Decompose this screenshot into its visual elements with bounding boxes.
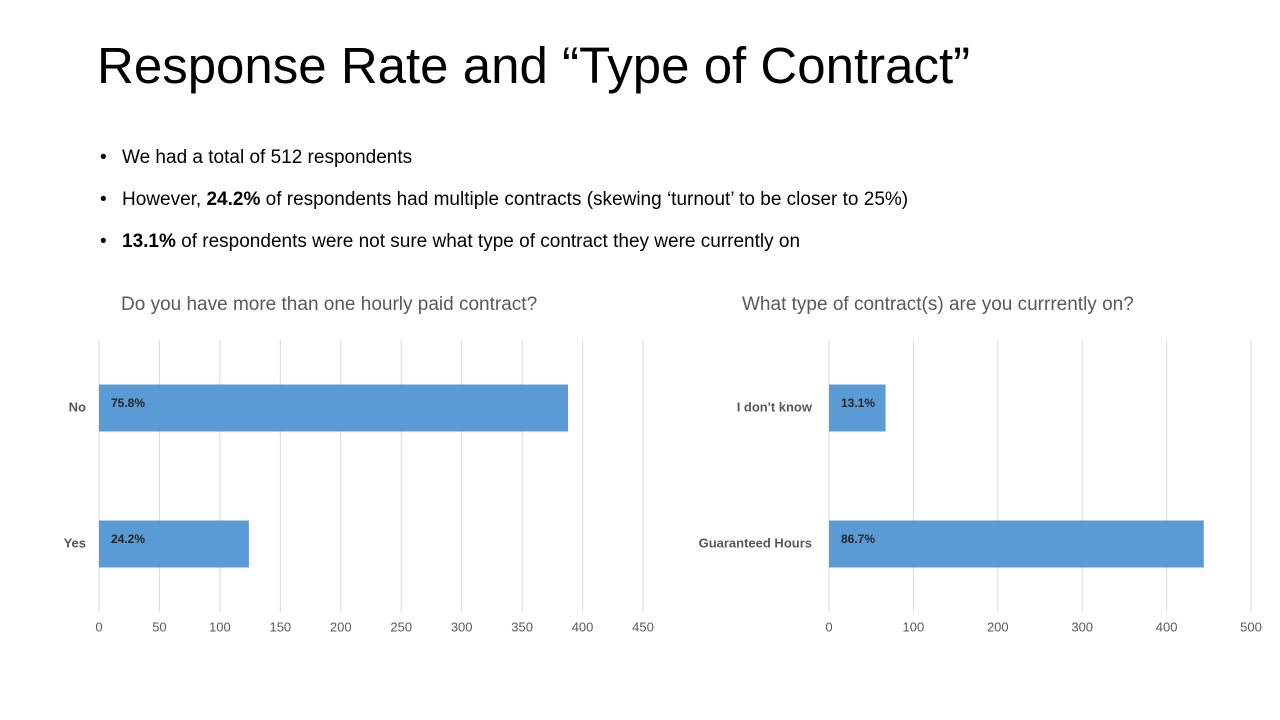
category-label: Guaranteed Hours	[699, 535, 812, 550]
bullet: 13.1% of respondents were not sure what …	[100, 228, 908, 270]
bullet-text: of respondents had multiple contracts (s…	[260, 189, 909, 210]
bullet-text: We had a total of 512 respondents	[122, 147, 413, 168]
bar	[829, 384, 886, 432]
value-label: 75.8%	[111, 396, 145, 410]
x-tick-label: 400	[572, 619, 594, 634]
chart-title: What type of contract(s) are you currren…	[742, 294, 1134, 315]
x-tick-label: 0	[825, 619, 832, 634]
x-tick-label: 350	[511, 619, 533, 634]
x-tick-label: 200	[330, 619, 352, 634]
x-tick-label: 100	[209, 619, 231, 634]
x-tick-label: 300	[451, 619, 473, 634]
category-label: Yes	[64, 535, 86, 550]
x-tick-label: 300	[1071, 619, 1093, 634]
x-tick-label: 450	[632, 619, 654, 634]
bullet-text: of respondents were not sure what type o…	[175, 231, 801, 252]
x-tick-label: 200	[987, 619, 1009, 634]
bullet-text: 13.1%	[122, 231, 176, 252]
slide-title: Response Rate and “Type of Contract”	[97, 37, 971, 94]
value-label: 24.2%	[111, 532, 145, 546]
chart-title: Do you have more than one hourly paid co…	[121, 294, 537, 315]
x-tick-label: 250	[390, 619, 412, 634]
bullet-text: 24.2%	[206, 189, 261, 210]
x-tick-label: 100	[903, 619, 925, 634]
x-tick-label: 150	[269, 619, 291, 634]
bullet-list: We had a total of 512 respondents However…	[100, 144, 908, 270]
value-label: 86.7%	[841, 532, 875, 546]
category-label: I don't know	[737, 399, 813, 414]
x-tick-label: 50	[152, 619, 166, 634]
value-label: 13.1%	[841, 396, 875, 410]
bar	[99, 520, 249, 568]
bullet-text: However,	[122, 189, 207, 210]
bullet: However, 24.2% of respondents had multip…	[100, 186, 908, 228]
bullet: We had a total of 512 respondents	[100, 144, 908, 186]
bar	[99, 384, 569, 432]
category-label: No	[69, 399, 86, 414]
x-tick-label: 400	[1156, 619, 1178, 634]
x-tick-label: 500	[1240, 619, 1262, 634]
x-tick-label: 0	[95, 619, 102, 634]
bar	[829, 520, 1204, 568]
